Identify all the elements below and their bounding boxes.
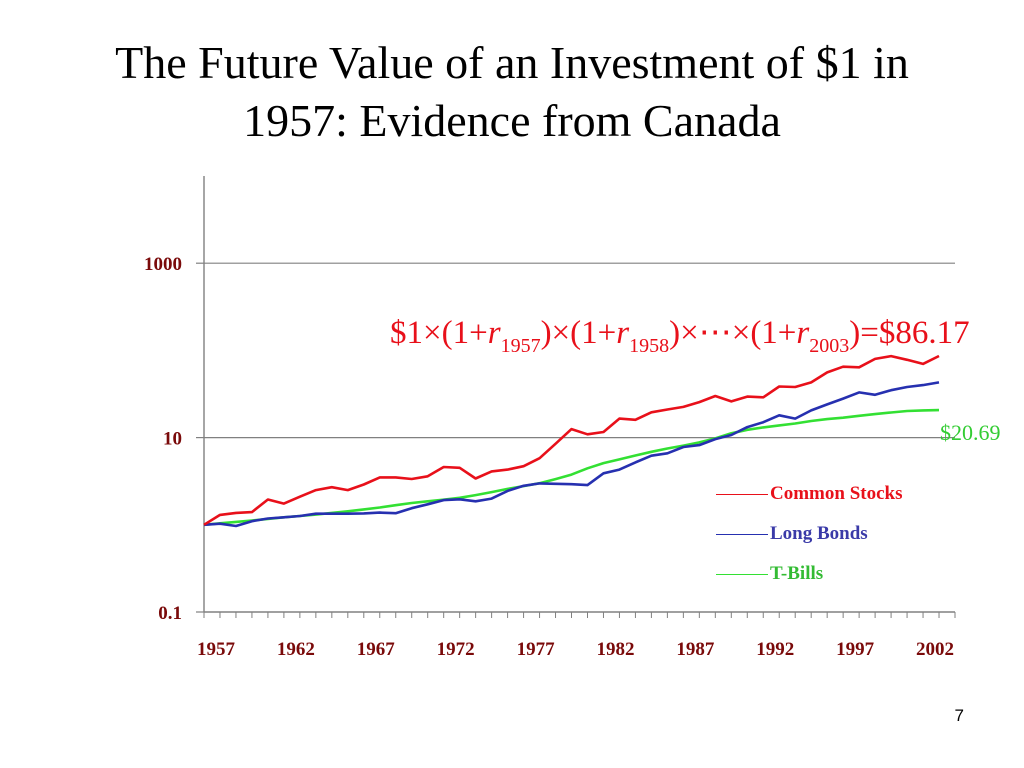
- formula-suffix: )=$86.17: [849, 315, 970, 351]
- x-tick-label: 1987: [676, 639, 715, 660]
- formula-r-2: r: [616, 315, 630, 351]
- x-tick-label: 1962: [277, 639, 315, 660]
- formula-mid-1: )×(1+: [540, 315, 617, 351]
- legend-swatch-common-stocks: [716, 493, 768, 495]
- legend-label-long-bonds: Long Bonds: [770, 523, 868, 544]
- slide-title: The Future Value of an Investment of $1 …: [0, 34, 1024, 150]
- legend-item-common-stocks: Common Stocks: [716, 474, 902, 514]
- x-tick-label: 1967: [357, 639, 396, 660]
- x-tick-label: 1982: [596, 639, 634, 660]
- formula-r-3: r: [796, 315, 810, 351]
- slide-title-line-2: 1957: Evidence from Canada: [243, 95, 781, 146]
- series-line-long-bonds: [203, 381, 940, 528]
- x-tick-label: 1977: [517, 639, 556, 660]
- formula-mid-2: )×⋯×(1+: [669, 315, 797, 351]
- legend-item-long-bonds: Long Bonds: [716, 514, 902, 554]
- page-number: 7: [954, 706, 964, 725]
- formula-r-1: r: [487, 315, 501, 351]
- y-tick-label: 10: [163, 429, 182, 450]
- series-line-common-stocks: [203, 354, 940, 526]
- legend-swatch-long-bonds: [716, 533, 768, 535]
- formula-sub-1957: 1957: [500, 335, 541, 357]
- compound-return-formula: $1×(1+r1957)×(1+r1958)×⋯×(1+r2003)=$86.1…: [390, 312, 970, 358]
- x-tick-label: 1992: [756, 639, 794, 660]
- x-tick-label: 2002: [916, 639, 954, 660]
- x-tick-label: 1957: [197, 639, 236, 660]
- t-bills-end-value-label: $20.69: [940, 420, 1001, 445]
- x-tick-label: 1997: [836, 639, 875, 660]
- legend-label-t-bills: T-Bills: [770, 563, 824, 584]
- formula-sub-2003: 2003: [809, 335, 850, 357]
- legend-swatch-t-bills: [716, 573, 768, 575]
- legend-label-common-stocks: Common Stocks: [770, 483, 903, 504]
- chart-legend: Common Stocks Long Bonds T-Bills: [716, 474, 902, 594]
- x-tick-label: 1972: [437, 639, 475, 660]
- y-tick-label: 1000: [144, 254, 182, 275]
- slide-title-line-1: The Future Value of an Investment of $1 …: [115, 37, 909, 88]
- formula-prefix: $1×(1+: [390, 315, 488, 351]
- y-tick-label: 0.1: [158, 603, 182, 624]
- formula-sub-1958: 1958: [629, 335, 670, 357]
- legend-item-t-bills: T-Bills: [716, 554, 902, 594]
